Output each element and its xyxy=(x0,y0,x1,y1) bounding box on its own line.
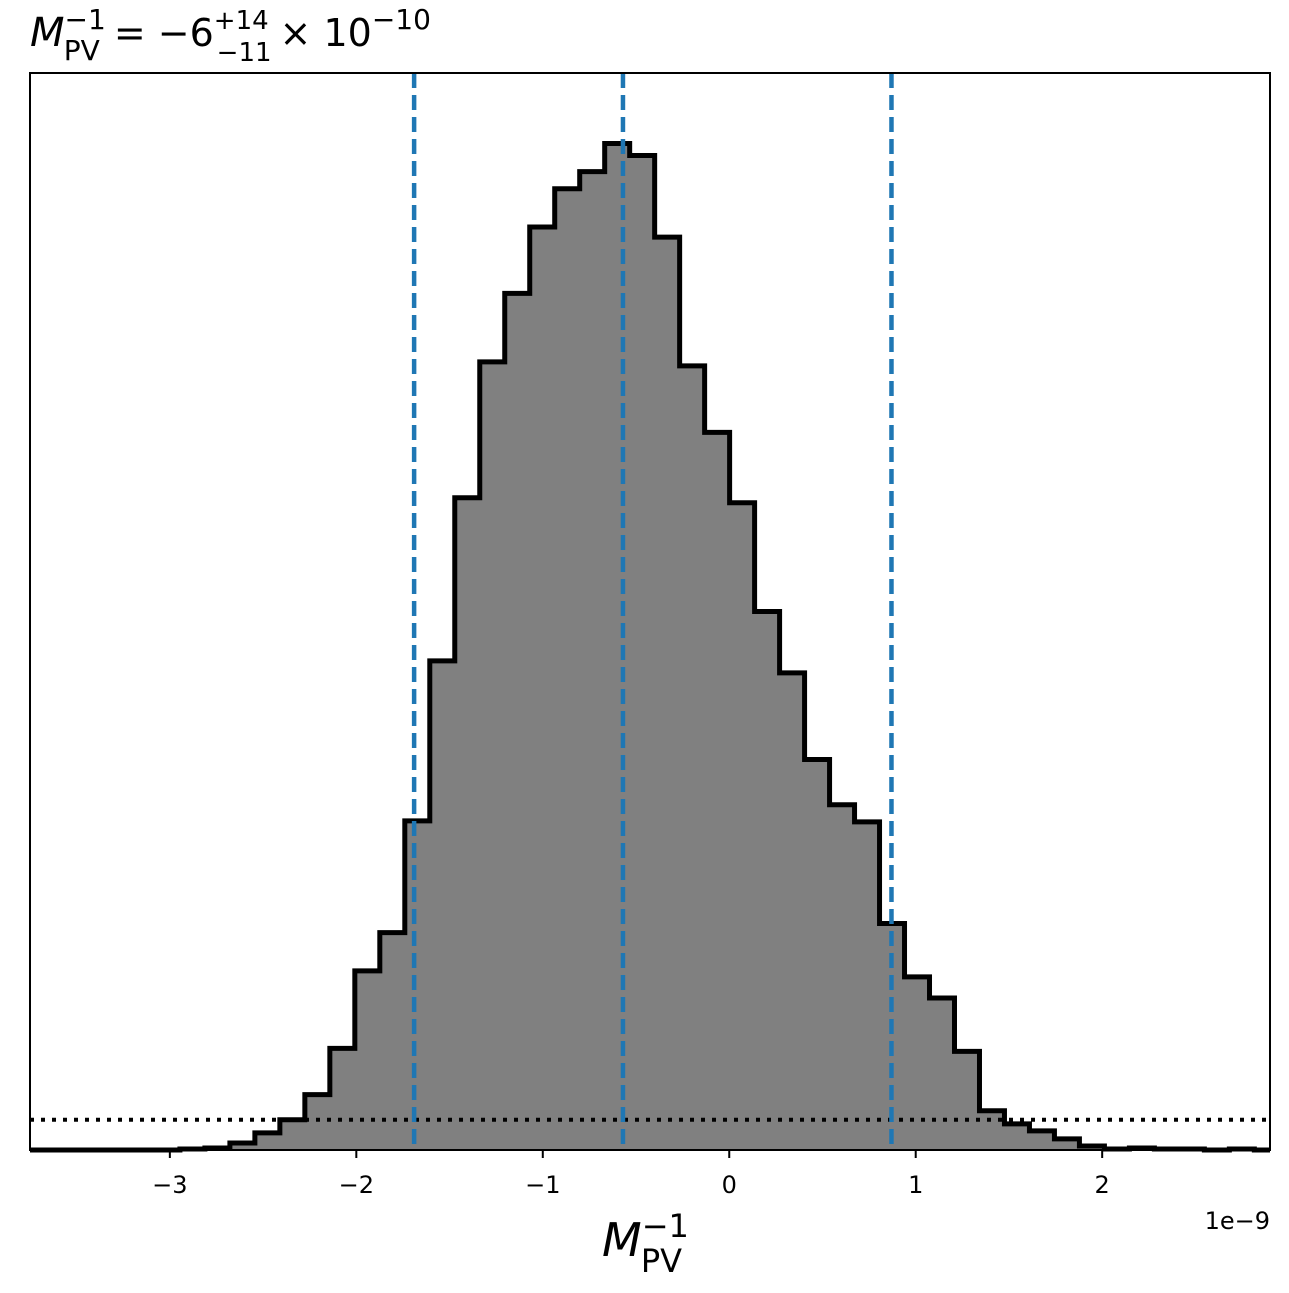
histogram-bar xyxy=(454,497,481,1150)
x-tick-label: −2 xyxy=(339,1171,374,1199)
histogram-bar xyxy=(579,171,606,1151)
xlabel-superscript: −1 xyxy=(642,1207,689,1245)
histogram-bar xyxy=(429,660,456,1150)
histogram-bar xyxy=(654,237,681,1151)
title-subscript: PV xyxy=(64,34,100,67)
histogram-bar xyxy=(929,998,955,1150)
title-symbol: M xyxy=(30,10,65,56)
histogram-bar xyxy=(904,976,931,1150)
xlabel-subscript: PV xyxy=(641,1242,682,1280)
title-equals: = −6 xyxy=(114,11,214,55)
title-superscript: −1 xyxy=(65,3,106,36)
title-plus-error: +14 xyxy=(214,6,269,36)
histogram-bar xyxy=(779,672,806,1150)
histogram-outline xyxy=(30,140,1270,1153)
histogram-bar xyxy=(404,820,431,1150)
x-tick-label: −3 xyxy=(152,1171,187,1199)
histogram-bar xyxy=(679,365,706,1150)
x-axis-label: M−1 PV xyxy=(602,1207,689,1280)
histogram-bar xyxy=(479,361,506,1150)
x-tick-label: −1 xyxy=(525,1171,560,1199)
histogram-bar xyxy=(954,1051,980,1150)
histogram-bar xyxy=(1054,1138,1080,1150)
title-exponent: −10 xyxy=(372,3,431,36)
histogram-bar xyxy=(354,970,381,1150)
histogram-bar xyxy=(804,759,831,1150)
xlabel-symbol: M xyxy=(602,1213,642,1267)
x-tick-label: 2 xyxy=(1095,1171,1110,1199)
histogram-bar xyxy=(1029,1130,1055,1150)
histogram-bar xyxy=(729,502,756,1150)
x-axis-ticks: −3 −2 −1 0 1 2 xyxy=(152,1150,1110,1199)
title-minus-error: −11 xyxy=(217,38,272,68)
histogram-bar xyxy=(529,227,556,1151)
histogram-bar xyxy=(604,143,631,1150)
histogram-bar xyxy=(979,1110,1005,1150)
histogram-bar xyxy=(704,432,731,1150)
histogram-bars xyxy=(30,140,1270,1153)
plot-frame xyxy=(29,72,1271,1151)
x-tick-label: 1 xyxy=(908,1171,923,1199)
histogram-bar xyxy=(754,611,781,1150)
histogram-bar xyxy=(854,821,881,1150)
quantile-lines-group xyxy=(411,73,894,1150)
histogram-bar xyxy=(504,293,531,1150)
histogram-bar xyxy=(554,188,581,1151)
x-tick-label: 0 xyxy=(722,1171,737,1199)
histogram-bar xyxy=(254,1132,281,1150)
x-axis-offset-label: 1e−9 xyxy=(1205,1207,1270,1235)
histogram-bar xyxy=(279,1119,306,1150)
histogram-bar xyxy=(829,804,856,1150)
histogram-bar xyxy=(1004,1123,1030,1150)
histogram-bar xyxy=(379,932,406,1150)
title-times: × 10 xyxy=(280,11,372,55)
histogram-bar xyxy=(629,155,656,1151)
histogram-bar xyxy=(329,1048,356,1150)
chart-title: M−1 PV = −6+14 −11 × 10−10 xyxy=(30,3,431,68)
histogram-bar xyxy=(304,1094,331,1150)
histogram-bar xyxy=(229,1142,256,1150)
